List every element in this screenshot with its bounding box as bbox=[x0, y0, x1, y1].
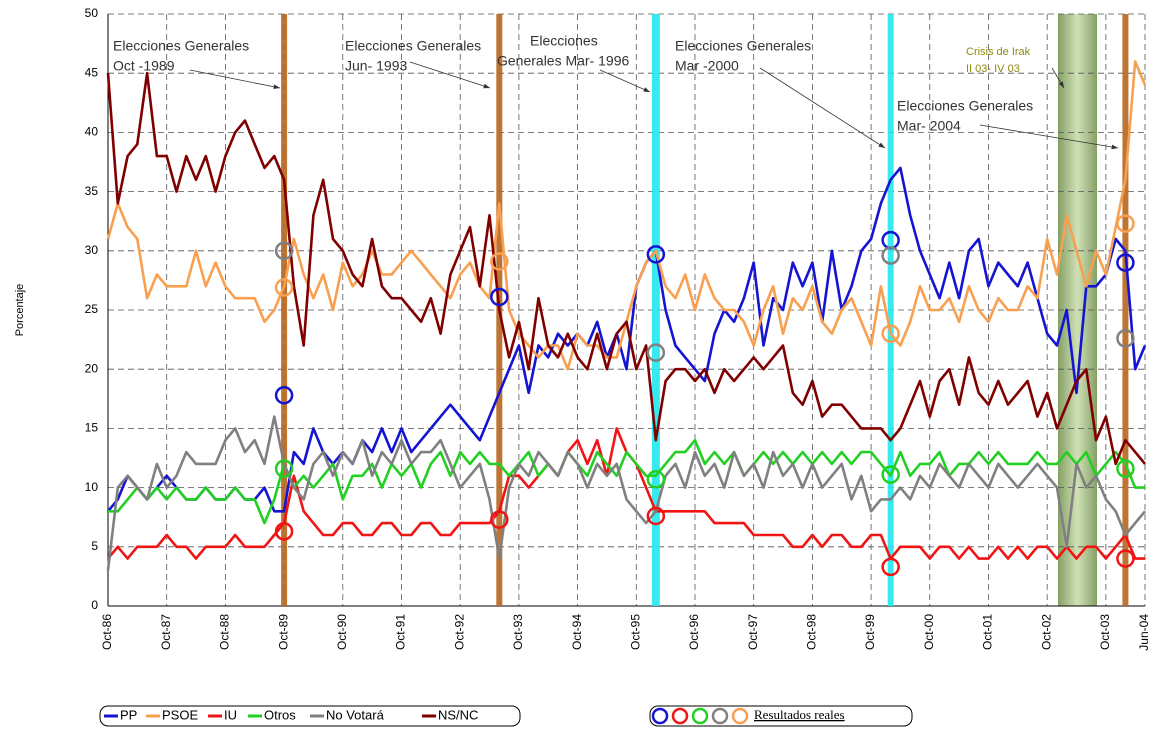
x-tick-label: Oct-93 bbox=[511, 614, 525, 650]
annotation: Elecciones Generales bbox=[897, 98, 1033, 114]
annotation: Elecciones Generales bbox=[113, 38, 249, 54]
series-line bbox=[106, 415, 1147, 571]
annotation-arrow bbox=[759, 67, 886, 149]
x-tick-label: Oct-92 bbox=[452, 614, 466, 650]
annotation-arrow bbox=[409, 61, 491, 89]
crisis-label: II 03- IV 03 bbox=[966, 63, 1020, 75]
result-marker bbox=[490, 252, 509, 271]
y-tick-label: 10 bbox=[85, 480, 99, 494]
result-marker bbox=[490, 510, 509, 529]
result-marker bbox=[881, 557, 900, 577]
y-tick-label: 30 bbox=[85, 243, 99, 257]
legend-swatch bbox=[731, 707, 749, 725]
legend-label: Resultados reales bbox=[754, 707, 845, 722]
annotation: Jun- 1993 bbox=[345, 58, 407, 74]
x-tick-label: Oct-95 bbox=[628, 614, 642, 650]
result-marker bbox=[881, 324, 900, 343]
x-tick-label: Oct-03 bbox=[1098, 614, 1112, 650]
y-tick-label: 45 bbox=[85, 65, 99, 79]
y-tick-label: 20 bbox=[85, 361, 99, 375]
result-marker bbox=[1116, 253, 1135, 272]
legend-swatch bbox=[691, 707, 709, 725]
result-marker bbox=[646, 470, 666, 489]
legend-label: No Votará bbox=[326, 707, 385, 722]
annotation: Elecciones Generales bbox=[675, 38, 811, 54]
result-marker bbox=[881, 246, 900, 265]
annotation-arrow bbox=[1051, 67, 1065, 89]
x-tick-label: Oct-94 bbox=[570, 614, 584, 650]
legend-label: NS/NC bbox=[438, 707, 478, 722]
y-tick-label: 35 bbox=[85, 184, 99, 198]
x-tick-label: Oct-01 bbox=[981, 614, 995, 650]
annotation: Elecciones Generales bbox=[345, 38, 481, 54]
legend-label: PP bbox=[120, 707, 137, 722]
series-line bbox=[106, 71, 1147, 466]
result-marker bbox=[1116, 459, 1135, 478]
series-line bbox=[106, 166, 1147, 513]
legend-swatch bbox=[711, 707, 729, 725]
y-tick-label: 50 bbox=[85, 6, 99, 20]
result-marker bbox=[1116, 549, 1135, 568]
legend-label: IU bbox=[224, 707, 237, 722]
x-tick-label: Oct-91 bbox=[394, 614, 408, 650]
x-tick-label: Oct-88 bbox=[218, 614, 232, 650]
result-marker bbox=[646, 343, 666, 362]
x-tick-label: Oct-87 bbox=[159, 614, 173, 650]
result-marker bbox=[274, 459, 294, 478]
x-tick-label: Jun-04 bbox=[1137, 614, 1151, 651]
result-marker bbox=[274, 278, 294, 297]
crisis-label: Crisis de Irak bbox=[966, 46, 1031, 58]
result-marker bbox=[1116, 329, 1135, 348]
legend-swatch bbox=[671, 707, 689, 725]
y-tick-label: 0 bbox=[91, 598, 98, 612]
x-tick-label: Oct-00 bbox=[922, 614, 936, 650]
y-tick-label: 15 bbox=[85, 421, 99, 435]
y-axis-label: Porcentaje bbox=[14, 284, 26, 337]
y-tick-label: 25 bbox=[85, 302, 99, 316]
result-marker bbox=[274, 385, 294, 405]
annotation: Oct -1989 bbox=[113, 58, 175, 74]
x-tick-label: Oct-98 bbox=[805, 614, 819, 650]
annotation-arrow bbox=[189, 69, 281, 90]
x-tick-label: Oct-96 bbox=[687, 614, 701, 650]
result-marker bbox=[646, 506, 666, 526]
legend-swatch bbox=[651, 707, 669, 725]
annotation: Mar- 2004 bbox=[897, 118, 961, 134]
result-marker bbox=[646, 245, 666, 264]
series-line bbox=[108, 438, 1145, 525]
result-marker bbox=[274, 522, 294, 541]
x-tick-label: Oct-90 bbox=[335, 614, 349, 650]
x-tick-label: Oct-89 bbox=[276, 614, 290, 650]
legend-box bbox=[99, 705, 521, 727]
x-tick-label: Oct-99 bbox=[863, 614, 877, 650]
series-line bbox=[106, 427, 1145, 560]
x-tick-label: Oct-86 bbox=[100, 614, 114, 650]
result-marker bbox=[1116, 214, 1135, 233]
result-marker bbox=[490, 287, 509, 307]
result-marker bbox=[881, 465, 900, 484]
legend-label: Otros bbox=[264, 707, 296, 722]
annotation: Mar -2000 bbox=[675, 58, 739, 74]
legend-label: PSOE bbox=[162, 707, 198, 722]
y-tick-label: 40 bbox=[85, 125, 99, 139]
legend-box bbox=[649, 705, 913, 727]
annotation-arrow bbox=[979, 124, 1119, 150]
x-tick-label: Oct-02 bbox=[1039, 614, 1053, 650]
annotation-arrow bbox=[599, 69, 651, 93]
annotation: Elecciones bbox=[530, 33, 598, 49]
y-tick-label: 5 bbox=[91, 539, 98, 553]
result-marker bbox=[274, 241, 294, 261]
x-tick-label: Oct-97 bbox=[746, 614, 760, 650]
annotation: Generales Mar- 1996 bbox=[497, 53, 630, 69]
